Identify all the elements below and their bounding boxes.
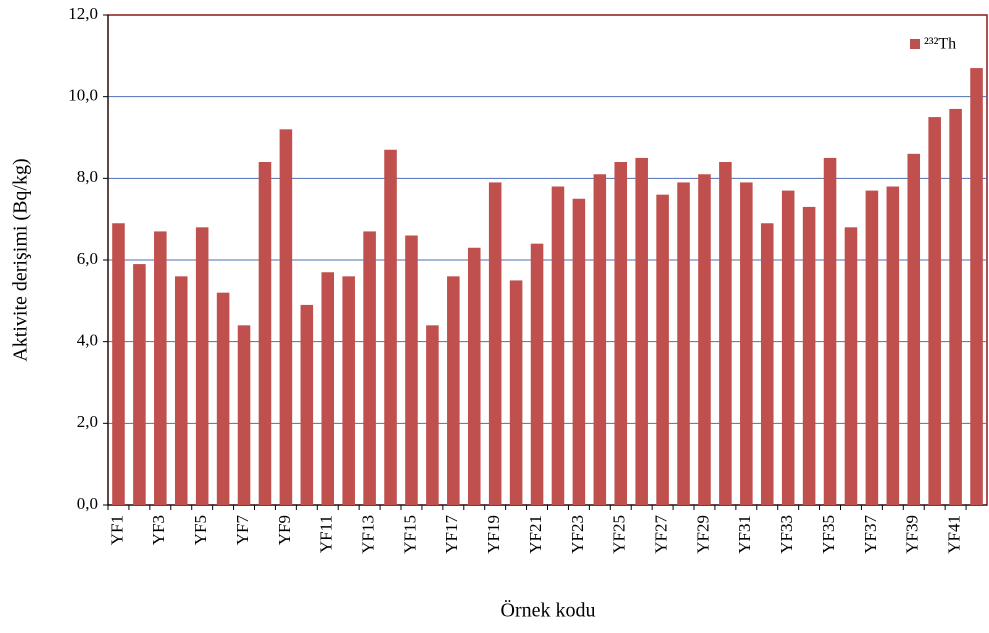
y-tick-label: 8,0	[77, 167, 98, 186]
x-tick-label: YF33	[777, 515, 796, 554]
x-tick-label: YF41	[945, 515, 964, 554]
x-tick-label: YF7	[233, 515, 252, 546]
x-axis-label: Örnek kodu	[501, 599, 596, 622]
bar	[719, 162, 732, 505]
bar	[112, 223, 125, 505]
bar	[426, 325, 439, 505]
bar	[530, 243, 544, 505]
y-tick-label: 6,0	[77, 249, 98, 268]
x-tick-label: YF29	[693, 515, 712, 554]
x-tick-label: YF35	[819, 515, 838, 554]
bar	[572, 198, 586, 505]
x-tick-label: YF13	[359, 515, 378, 554]
bar	[802, 206, 816, 505]
bar	[447, 276, 460, 505]
bar	[133, 264, 146, 505]
x-tick-label: YF3	[149, 515, 168, 545]
bar	[614, 162, 628, 505]
y-tick-label: 4,0	[77, 331, 98, 350]
bar	[907, 153, 921, 506]
x-tick-label: YF9	[275, 515, 294, 545]
x-tick-label: YF23	[568, 515, 587, 554]
y-tick-label: 10,0	[68, 86, 98, 105]
bar	[823, 157, 837, 505]
bar	[195, 227, 209, 506]
bar	[740, 182, 753, 505]
bar	[258, 162, 272, 505]
y-tick-label: 2,0	[77, 412, 98, 431]
x-tick-label: YF19	[484, 515, 503, 554]
bar	[509, 280, 523, 505]
bar	[865, 190, 879, 506]
bar	[467, 247, 481, 505]
bar	[237, 325, 251, 505]
legend-swatch	[910, 39, 920, 49]
x-tick-label: YF1	[107, 515, 126, 545]
x-tick-label: YF5	[191, 515, 210, 545]
x-tick-label: YF27	[652, 515, 671, 554]
bar	[551, 186, 565, 505]
bar	[154, 231, 167, 505]
bar	[405, 235, 418, 505]
bar	[488, 182, 502, 505]
bar	[844, 227, 858, 506]
bar	[698, 174, 711, 505]
x-tick-label: YF17	[442, 515, 461, 554]
bar	[781, 190, 795, 506]
bar	[949, 108, 962, 506]
legend-label: ²³²Th	[924, 36, 956, 53]
x-tick-label: YF11	[317, 515, 336, 553]
bar	[928, 117, 941, 505]
bar	[321, 272, 335, 505]
bar	[363, 231, 376, 505]
x-tick-label: YF31	[735, 515, 754, 554]
bar	[342, 276, 355, 505]
x-tick-label: YF39	[903, 515, 922, 554]
y-axis-label: Aktivite derişimi (Bq/kg)	[10, 158, 32, 361]
y-tick-label: 0,0	[77, 494, 98, 513]
bar	[677, 182, 690, 505]
x-tick-label: YF25	[610, 515, 629, 554]
bar	[384, 149, 397, 505]
bar	[216, 292, 230, 505]
y-tick-label: 12,0	[68, 4, 98, 23]
bar	[635, 157, 648, 505]
bar	[760, 223, 774, 505]
x-tick-label: YF37	[861, 515, 880, 554]
bar	[174, 276, 188, 505]
bar	[279, 129, 293, 506]
bar	[886, 186, 900, 505]
bar	[300, 304, 314, 505]
bar	[970, 68, 983, 505]
bar	[593, 174, 607, 505]
x-tick-label: YF15	[400, 515, 419, 554]
x-tick-label: YF21	[526, 515, 545, 554]
bar	[656, 194, 669, 505]
